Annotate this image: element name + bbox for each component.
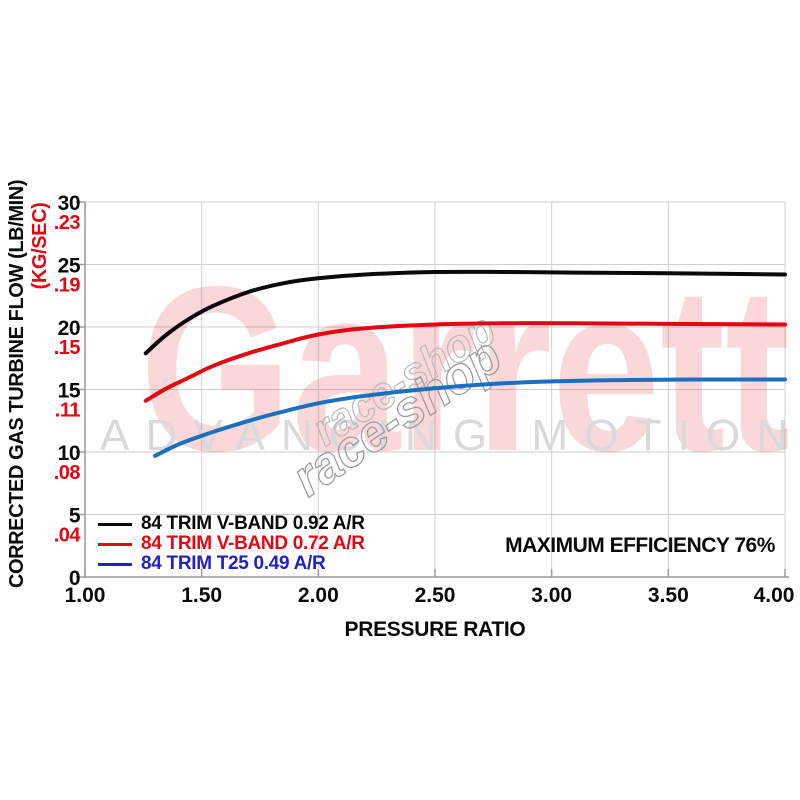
svg-text:25: 25 — [58, 255, 81, 278]
legend-swatch-red — [98, 542, 132, 546]
svg-text:.15: .15 — [54, 337, 81, 359]
svg-text:15: 15 — [58, 380, 81, 403]
y-axis-title-kg-sec: (KG/SEC) — [29, 202, 51, 290]
y-axis-title-lb-min: CORRECTED GAS TURBINE FLOW (LB/MIN) — [6, 179, 28, 589]
svg-text:1.50: 1.50 — [181, 584, 222, 607]
legend: 84 TRIM V-BAND 0.92 A/R 84 TRIM V-BAND 0… — [98, 514, 365, 574]
svg-text:30: 30 — [58, 192, 80, 215]
svg-text:4.00: 4.00 — [754, 584, 795, 607]
svg-text:.23: .23 — [54, 212, 81, 234]
svg-text:2.00: 2.00 — [298, 584, 339, 607]
svg-text:.19: .19 — [54, 275, 81, 297]
legend-item-black-curve: 84 TRIM V-BAND 0.92 A/R — [98, 514, 365, 534]
svg-text:.04: .04 — [54, 525, 82, 547]
svg-text:.11: .11 — [55, 400, 81, 422]
legend-swatch-black — [98, 522, 132, 526]
max-efficiency-label: MAXIMUM EFFICIENCY 76% — [505, 534, 775, 557]
legend-label-black: 84 TRIM V-BAND 0.92 A/R — [141, 513, 365, 534]
svg-text:0: 0 — [69, 567, 80, 590]
x-axis-title: PRESSURE RATIO — [344, 618, 526, 641]
svg-text:2.50: 2.50 — [415, 584, 456, 607]
svg-text:Garrett: Garrett — [140, 237, 790, 500]
svg-text:1.00: 1.00 — [65, 584, 106, 607]
legend-item-red-curve: 84 TRIM V-BAND 0.72 A/R — [98, 534, 365, 554]
svg-text:5: 5 — [69, 505, 81, 528]
svg-text:3.50: 3.50 — [648, 584, 689, 607]
svg-text:3.00: 3.00 — [531, 584, 572, 607]
legend-swatch-blue — [98, 562, 132, 566]
legend-item-blue-curve: 84 TRIM T25 0.49 A/R — [98, 554, 365, 574]
svg-text:.08: .08 — [54, 462, 81, 484]
legend-label-red: 84 TRIM V-BAND 0.72 A/R — [141, 533, 365, 554]
svg-text:20: 20 — [58, 317, 80, 340]
svg-text:10: 10 — [58, 442, 80, 465]
legend-label-blue: 84 TRIM T25 0.49 A/R — [141, 553, 326, 574]
